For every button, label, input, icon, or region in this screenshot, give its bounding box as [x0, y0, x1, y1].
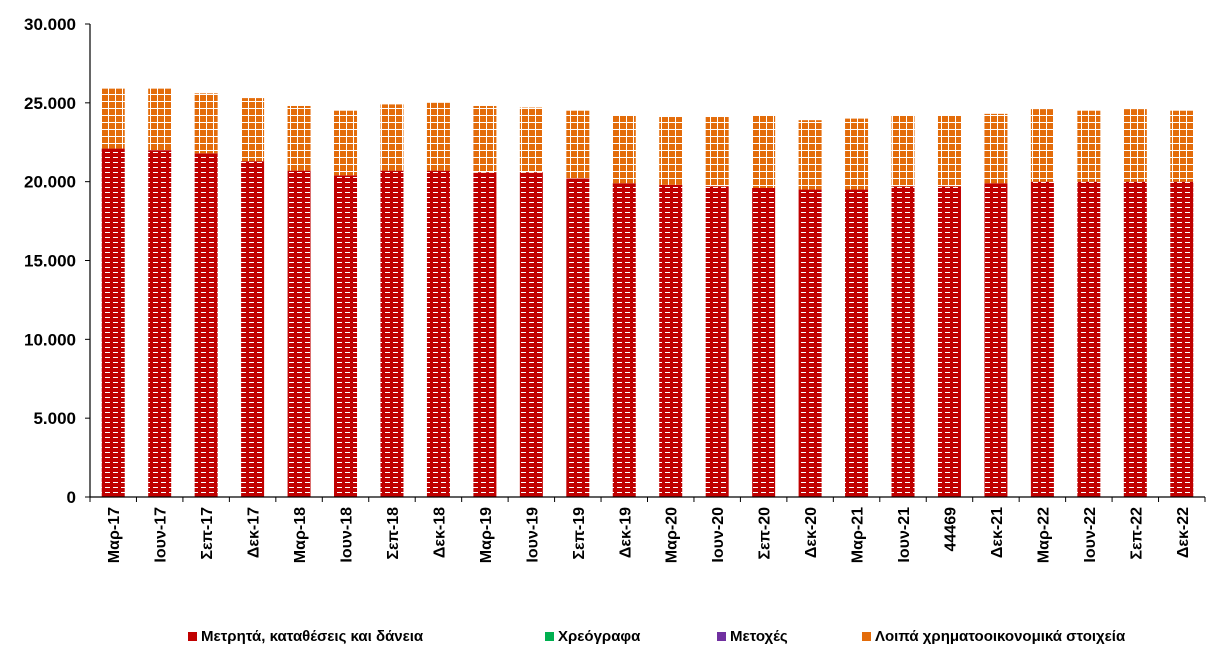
x-tick-label: Μαρ-19 [478, 507, 495, 563]
bar-segment-other-financial [752, 115, 776, 188]
bar-segment-cash-deposits-loans [937, 186, 961, 497]
x-tick-label: Μαρ-18 [292, 507, 309, 563]
bar-segment-cash-deposits-loans [380, 170, 404, 497]
x-tick-label: 44469 [942, 507, 959, 552]
y-tick-label: 10.000 [24, 330, 76, 349]
x-tick-label: Μαρ-21 [850, 507, 867, 563]
bar-segment-cash-deposits-loans [241, 161, 265, 498]
x-tick-label: Ιουν-17 [153, 507, 170, 563]
x-tick-label: Δεκ-20 [803, 507, 820, 558]
x-tick-label: Ιουν-21 [896, 507, 913, 563]
legend-label: Λοιπά χρηματοοικονομικά στοιχεία [875, 628, 1126, 645]
legend-swatch-red [188, 632, 197, 641]
bar-segment-other-financial [891, 115, 915, 187]
x-tick-label: Σεπ-17 [199, 507, 216, 560]
bar-segment-other-financial [984, 113, 1008, 184]
y-tick-label: 0 [67, 488, 76, 507]
bar-segment-other-financial [241, 98, 265, 162]
bar-segment-cash-deposits-loans [1030, 181, 1054, 498]
x-tick-label: Σεπ-18 [385, 507, 402, 560]
bar-segment-other-financial [1170, 110, 1194, 182]
x-tick-label: Δεκ-17 [246, 507, 263, 558]
legend-item-securities: Χρεόγραφα [545, 628, 640, 645]
y-tick-label: 20.000 [24, 173, 76, 192]
legend-item-other-financial: Λοιπά χρηματοοικονομικά στοιχεία [862, 628, 1125, 645]
bar-segment-cash-deposits-loans [287, 170, 311, 497]
bar-segment-cash-deposits-loans [1077, 181, 1101, 498]
legend-swatch-green [545, 632, 554, 641]
bar-segment-cash-deposits-loans [798, 189, 822, 498]
x-tick-label: Δεκ-19 [617, 507, 634, 558]
bar-segment-cash-deposits-loans [612, 183, 636, 498]
y-tick-label: 25.000 [24, 94, 76, 113]
bar-segment-other-financial [380, 104, 404, 171]
y-tick-label: 30.000 [24, 15, 76, 34]
bar-segment-cash-deposits-loans [891, 186, 915, 497]
legend-label: Μετρητά, καταθέσεις και δάνεια [201, 628, 424, 645]
legend-item-cash-deposits-loans: Μετρητά, καταθέσεις και δάνεια [188, 628, 423, 645]
bar-segment-other-financial [519, 107, 543, 173]
bar-segment-other-financial [798, 120, 822, 190]
bar-segment-other-financial [473, 105, 497, 173]
bar-segment-other-financial [1030, 109, 1054, 182]
bar-segment-cash-deposits-loans [566, 178, 590, 497]
x-tick-label: Σεπ-22 [1128, 507, 1145, 560]
x-tick-label: Δεκ-21 [989, 507, 1006, 558]
bar-segment-other-financial [287, 105, 311, 171]
y-tick-label: 15.000 [24, 252, 76, 271]
x-tick-label: Μαρ-17 [106, 507, 123, 563]
bar-segment-other-financial [659, 117, 683, 185]
bar-segment-other-financial [566, 110, 590, 179]
bar-segment-other-financial [612, 115, 636, 184]
bar-segment-other-financial [194, 93, 218, 154]
bar-segment-cash-deposits-loans [752, 187, 776, 497]
bar-segment-cash-deposits-loans [194, 153, 218, 498]
bar-segment-cash-deposits-loans [334, 175, 358, 498]
bar-segment-other-financial [845, 118, 869, 190]
bar-segment-other-financial [937, 115, 961, 187]
bar-segment-other-financial [426, 102, 450, 171]
legend-swatch-orange [862, 632, 871, 641]
bar-segment-cash-deposits-loans [519, 172, 543, 497]
x-axis-tick-labels: Μαρ-17 Ιουν-17 Σεπ-17 Δεκ-17 Μαρ-18 Ιουν-18 Σε… [106, 507, 1192, 563]
axes [85, 23, 1206, 502]
legend-label: Μετοχές [730, 628, 788, 645]
y-tick-label: 5.000 [33, 409, 76, 428]
bar-segment-cash-deposits-loans [101, 148, 125, 497]
x-tick-label: Ιουν-19 [524, 507, 541, 563]
bar-segment-other-financial [334, 110, 358, 176]
x-tick-label: Μαρ-20 [664, 507, 681, 563]
bar-segment-other-financial [1077, 110, 1101, 182]
bar-segment-other-financial [101, 88, 125, 149]
x-tick-label: Ιουν-20 [710, 507, 727, 563]
bar-segment-cash-deposits-loans [1123, 181, 1147, 498]
bar-segment-other-financial [148, 88, 172, 151]
legend-label: Χρεόγραφα [558, 628, 641, 645]
bar-segment-cash-deposits-loans [845, 189, 869, 498]
x-tick-label: Ιουν-18 [339, 507, 356, 563]
bar-segment-cash-deposits-loans [705, 186, 729, 497]
x-tick-label: Δεκ-18 [431, 507, 448, 558]
x-tick-label: Ιουν-22 [1082, 507, 1099, 563]
bar-segment-cash-deposits-loans [984, 183, 1008, 498]
x-tick-label: Μαρ-22 [1035, 507, 1052, 563]
bar-segment-other-financial [1123, 109, 1147, 182]
x-tick-label: Σεπ-19 [571, 507, 588, 560]
bar-segment-cash-deposits-loans [659, 184, 683, 497]
legend-swatch-purple [717, 632, 726, 641]
bar-segment-cash-deposits-loans [473, 172, 497, 497]
legend-item-shares: Μετοχές [717, 628, 788, 645]
y-axis-tick-labels: 0 5.000 10.000 15.000 20.000 25.000 30.000 [24, 15, 76, 507]
legend: Μετρητά, καταθέσεις και δάνεια Χρεόγραφα… [0, 628, 1210, 652]
x-tick-label: Σεπ-20 [757, 507, 774, 560]
bar-segment-cash-deposits-loans [148, 150, 172, 497]
bar-segment-cash-deposits-loans [1170, 181, 1194, 498]
bars [101, 88, 1194, 498]
bar-segment-cash-deposits-loans [426, 170, 450, 497]
bar-segment-other-financial [705, 117, 729, 187]
x-tick-label: Δεκ-22 [1175, 507, 1192, 558]
